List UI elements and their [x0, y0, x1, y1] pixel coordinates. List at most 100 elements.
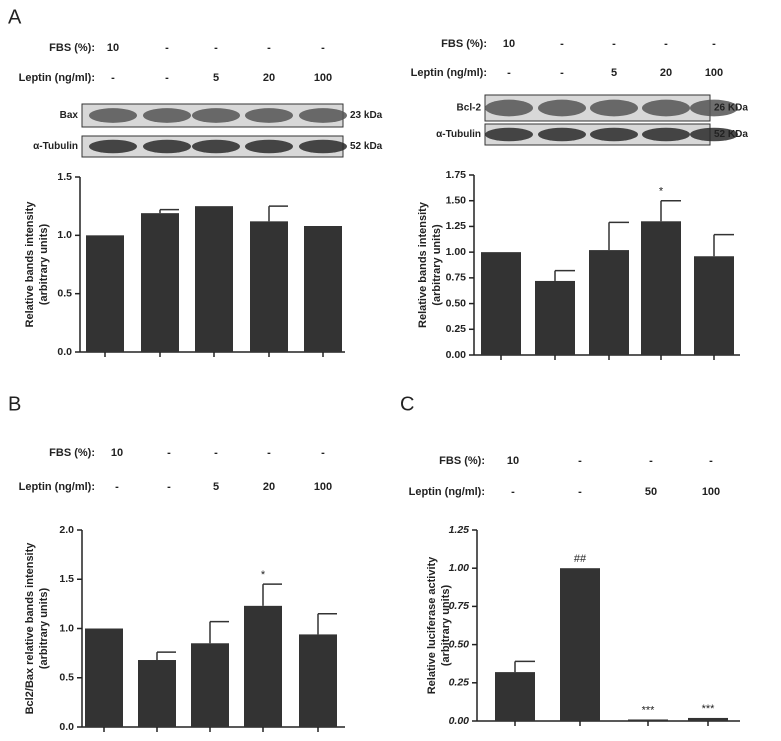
- bar: [195, 206, 233, 352]
- blot-band: [590, 99, 638, 117]
- y-tick-label: 2.0: [59, 524, 74, 536]
- condition-value: -: [709, 455, 713, 467]
- blot-band: [690, 99, 738, 117]
- y-axis-title-line: (arbitrary units): [38, 588, 50, 670]
- bar: [250, 221, 288, 352]
- blot-band: [538, 99, 586, 117]
- condition-label: FBS (%):: [439, 455, 485, 467]
- y-tick-label: 0.25: [446, 323, 467, 335]
- blot-band: [538, 127, 586, 142]
- y-tick-label: 1.00: [446, 246, 467, 258]
- condition-value: 100: [705, 67, 723, 79]
- blot-band: [192, 139, 240, 154]
- y-axis-title-line: (arbitrary units): [38, 224, 50, 306]
- y-tick-label: 0.75: [449, 600, 470, 612]
- condition-value: -: [321, 447, 325, 459]
- significance-mark: *: [659, 186, 664, 198]
- y-axis-title-line: (arbitrary units): [431, 224, 443, 306]
- blot-size: 23 kDa: [350, 110, 383, 121]
- y-tick-label: 0.0: [57, 346, 72, 358]
- bar: [86, 235, 124, 352]
- blot-band: [485, 99, 533, 117]
- y-tick-label: 1.50: [446, 194, 467, 206]
- blot-label: Bcl-2: [457, 103, 482, 114]
- blot-label: α-Tubulin: [33, 141, 78, 152]
- bar: [628, 719, 668, 721]
- condition-value: 5: [611, 67, 617, 79]
- blot-band: [299, 108, 347, 123]
- y-tick-label: 0.00: [446, 349, 467, 361]
- y-tick-label: 1.5: [57, 171, 72, 183]
- y-tick-label: 0.50: [449, 638, 470, 650]
- y-tick-label: 0.75: [446, 272, 467, 284]
- condition-value: -: [167, 447, 171, 459]
- blot-band: [642, 127, 690, 142]
- y-axis-title: Bcl2/Bax relative bands intensity (arbitr…: [24, 542, 50, 715]
- blot-band: [143, 139, 191, 154]
- blot-band: [143, 108, 191, 123]
- bar: [138, 660, 176, 727]
- condition-value: 100: [702, 486, 720, 498]
- y-axis-title: Relative bands intensity (arbitrary units…: [417, 201, 443, 328]
- condition-value: -: [511, 486, 515, 498]
- blot-band: [192, 108, 240, 123]
- y-tick-label: 0.50: [446, 297, 467, 309]
- condition-value: -: [321, 42, 325, 54]
- condition-value: -: [167, 481, 171, 493]
- condition-value: -: [111, 72, 115, 84]
- condition-value: 20: [263, 481, 275, 493]
- blot-band: [89, 108, 137, 123]
- bar: [641, 221, 681, 355]
- y-tick-label: 0.5: [59, 672, 74, 684]
- bar: [589, 250, 629, 355]
- condition-value: -: [267, 447, 271, 459]
- y-axis-title: Relative bands intensity (arbitrary units…: [24, 201, 50, 328]
- condition-value: -: [165, 72, 169, 84]
- y-axis-title-line: Bcl2/Bax relative bands intensity: [24, 542, 36, 715]
- bar: [244, 605, 282, 727]
- bar: [481, 252, 521, 355]
- bar: [299, 634, 337, 727]
- y-tick-label: 1.5: [59, 573, 74, 585]
- y-axis-title-line: Relative luciferase activity: [426, 556, 438, 694]
- y-tick-label: 1.0: [57, 229, 72, 241]
- condition-value: -: [560, 67, 564, 79]
- y-tick-label: 1.25: [449, 524, 470, 536]
- blot-label: α-Tubulin: [436, 129, 481, 140]
- condition-label: Leptin (ng/ml):: [19, 72, 95, 84]
- condition-value: 10: [503, 38, 515, 50]
- condition-value: -: [612, 38, 616, 50]
- condition-value: -: [578, 455, 582, 467]
- panel-label: B: [8, 393, 21, 415]
- y-axis-title-line: (arbitrary units): [440, 585, 452, 667]
- condition-value: -: [507, 67, 511, 79]
- bar: [688, 717, 728, 721]
- blot-band: [245, 139, 293, 154]
- condition-label: FBS (%):: [441, 38, 487, 50]
- significance-mark: ***: [642, 704, 656, 716]
- condition-value: -: [214, 447, 218, 459]
- condition-label: Leptin (ng/ml):: [411, 67, 487, 79]
- significance-mark: *: [261, 569, 266, 581]
- panel-label: C: [400, 393, 414, 415]
- blot-band: [590, 127, 638, 142]
- bar: [535, 280, 575, 355]
- y-tick-label: 0.0: [59, 721, 74, 733]
- condition-value: 10: [111, 447, 123, 459]
- blot-size: 52 KDa: [714, 129, 748, 140]
- y-tick-label: 0.25: [449, 677, 470, 689]
- blot-band: [642, 99, 690, 117]
- significance-mark: ***: [702, 703, 716, 715]
- condition-value: 10: [107, 42, 119, 54]
- y-tick-label: 1.00: [449, 562, 470, 574]
- blot-band: [690, 127, 738, 142]
- blot-size: 52 kDa: [350, 141, 383, 152]
- y-axis-title-line: Relative bands intensity: [417, 201, 429, 328]
- condition-value: 20: [263, 72, 275, 84]
- condition-value: -: [115, 481, 119, 493]
- bar: [85, 628, 123, 727]
- condition-value: 100: [314, 481, 332, 493]
- condition-value: 50: [645, 486, 657, 498]
- condition-value: -: [712, 38, 716, 50]
